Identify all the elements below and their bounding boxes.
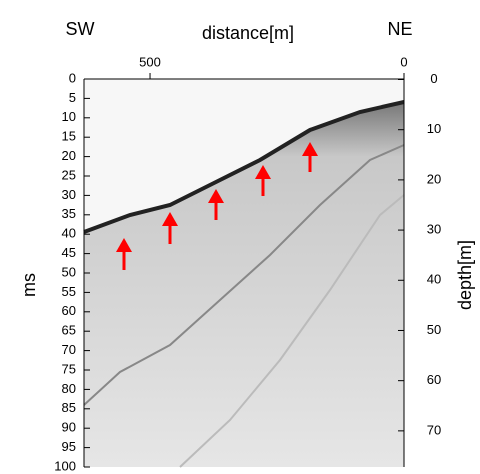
y-axis-title: ms	[19, 273, 39, 297]
y-tick-label: 55	[62, 284, 76, 299]
y2-tick-label: 0	[430, 71, 437, 86]
reflector	[179, 194, 405, 468]
y-tick-label: 0	[69, 70, 76, 85]
arrow-head	[302, 142, 318, 156]
y-tick-label: 20	[62, 148, 76, 163]
arrow-head	[255, 165, 271, 179]
right-label: NE	[387, 19, 412, 39]
y-tick-label: 65	[62, 323, 76, 338]
y-tick-label: 30	[62, 187, 76, 202]
y-tick-label: 85	[62, 400, 76, 415]
y-tick-label: 25	[62, 167, 76, 182]
arrow-head	[208, 189, 224, 203]
y-tick-label: 50	[62, 264, 76, 279]
y-tick-label: 40	[62, 226, 76, 241]
y2-tick-label: 10	[427, 121, 441, 136]
sediment	[84, 102, 404, 467]
y2-tick-label: 70	[427, 422, 441, 437]
arrow-head	[162, 212, 178, 226]
x-tick-label: 0	[400, 54, 407, 69]
x-axis-title: distance[m]	[202, 23, 294, 43]
y-tick-label: 15	[62, 129, 76, 144]
arrows	[116, 142, 318, 270]
y2-tick-label: 50	[427, 322, 441, 337]
y-tick-label: 100	[54, 458, 76, 473]
seafloor-reflector	[83, 100, 405, 234]
y2-tick-label: 40	[427, 272, 441, 287]
y-tick-label: 95	[62, 439, 76, 454]
y2-tick-label: 30	[427, 222, 441, 237]
y-tick-label: 5	[69, 90, 76, 105]
y-tick-label: 60	[62, 303, 76, 318]
y-tick-label: 10	[62, 109, 76, 124]
y2-tick-label: 20	[427, 171, 441, 186]
reflector	[83, 144, 405, 406]
left-label: SW	[66, 19, 95, 39]
y-tick-label: 45	[62, 245, 76, 260]
y-tick-label: 70	[62, 342, 76, 357]
y-tick-label: 75	[62, 361, 76, 376]
y2-axis-title: depth[m]	[455, 240, 475, 310]
y-tick-label: 35	[62, 206, 76, 221]
profile-image	[83, 78, 405, 468]
arrow-head	[116, 238, 132, 252]
y2-tick-label: 60	[427, 372, 441, 387]
y-tick-label: 90	[62, 420, 76, 435]
y-tick-label: 80	[62, 381, 76, 396]
x-tick-label: 500	[139, 54, 161, 69]
